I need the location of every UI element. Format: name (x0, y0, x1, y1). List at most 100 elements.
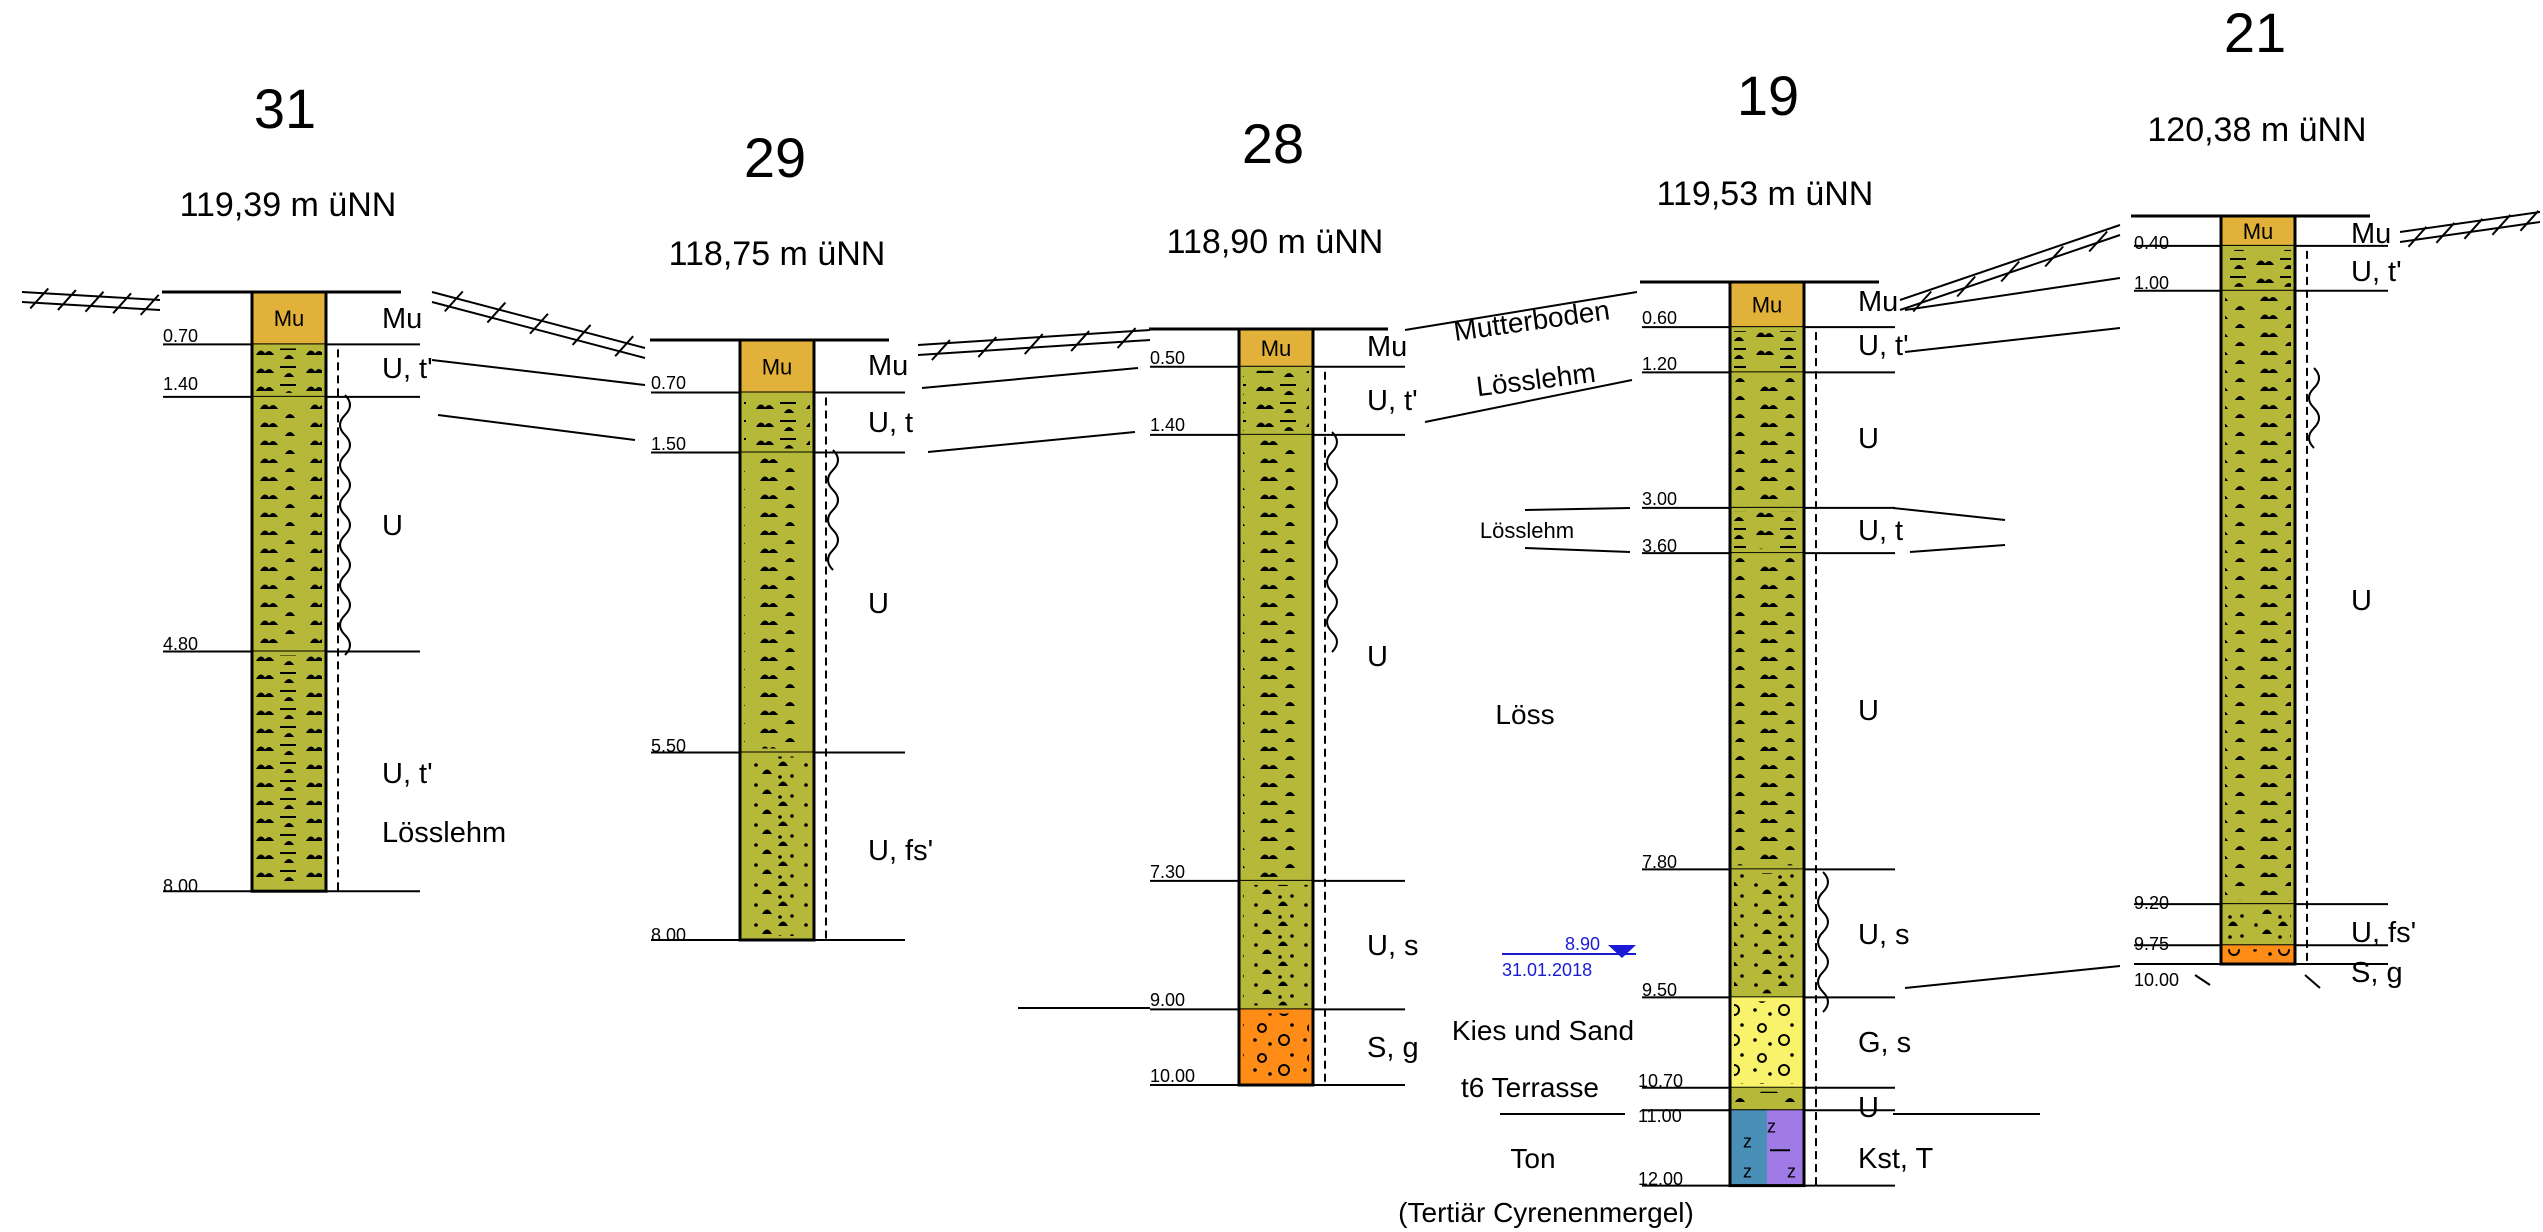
ground-hatch-2-lower (431, 301, 646, 359)
borehole-19-layer-3-pattern (1734, 376, 1800, 504)
borehole-31-depth-3: 4.80 (163, 634, 198, 654)
borehole-21-layer-4-pattern (2225, 908, 2291, 942)
borehole-21-soil-3: U (2351, 585, 2372, 617)
borehole-31-soil-4: U, t' (382, 758, 433, 790)
borehole-19-depth-3: 3.00 (1642, 489, 1677, 509)
borehole-19-depth-8: 11.00 (1638, 1106, 1682, 1126)
borehole-21-wavy-mark (2308, 367, 2320, 449)
corr-29-28-lower (927, 431, 1136, 453)
borehole-28-layer-3-pattern (1243, 438, 1309, 877)
borehole-31-soil-3: U (382, 510, 403, 542)
ground-hatch-5-tick (2491, 214, 2512, 236)
borehole-29-depth-1: 0.70 (651, 373, 686, 393)
borehole-19-layer-5-pattern (1734, 557, 1800, 866)
ground-hatch-5-tick (2463, 218, 2484, 240)
borehole-19-depth-6: 9.50 (1642, 980, 1677, 1000)
ground-hatch-4 (1899, 224, 2121, 301)
borehole-28-soil-4: U, s (1367, 930, 1419, 962)
ground-hatch-2-tick (529, 313, 549, 335)
borehole-19-depth-9: 12.00 (1638, 1169, 1683, 1189)
borehole-21-depth-4: 9.75 (2134, 934, 2169, 954)
borehole-19-layer-2-pattern (1734, 331, 1800, 369)
borehole-19-soil-3: U (1858, 423, 1879, 455)
borehole-29-column: Mu (650, 338, 905, 942)
ground-hatch-5-tick (2435, 222, 2456, 244)
borehole-19-soil-9: Kst, T (1858, 1143, 1933, 1175)
water-level-date: 31.01.2018 (1502, 960, 1592, 980)
borehole-29-number: 29 (744, 126, 806, 189)
borehole-21-layer-1-topsoil (2221, 216, 2295, 246)
geo-label-kies-und-sand: Kies und Sand (1452, 1015, 1634, 1046)
borehole-28-layer-2-pattern (1243, 370, 1309, 431)
water-level-icon (1608, 945, 1636, 958)
borehole-19-layer-9-clay-purple (1767, 1110, 1804, 1186)
borehole-28-soil-5: S, g (1367, 1032, 1419, 1064)
borehole-29-layer-4-pattern (744, 756, 810, 936)
geo-label-tertiaer-cyrenenmergel: (Tertiär Cyrenenmergel) (1398, 1197, 1694, 1228)
borehole-28-soil-1: Mu (1367, 331, 1407, 363)
ground-hatch-3-tick (931, 339, 951, 361)
geo-label-t6-terrasse: t6 Terrasse (1461, 1072, 1599, 1103)
ground-hatch-4-tick (2088, 230, 2108, 253)
geo-label-ton: Ton (1510, 1143, 1555, 1174)
borehole-21-elevation: 120,38 m üNN (2147, 111, 2366, 149)
ground-hatch-5 (2399, 211, 2541, 233)
corr-21-left-kink (2194, 974, 2211, 986)
borehole-19-elevation: 119,53 m üNN (1657, 175, 1874, 213)
borehole-19-wavy-mark (1817, 871, 1829, 1013)
ground-hatch-3-tick (1070, 330, 1090, 352)
borehole-19-soil-2: U, t' (1858, 330, 1909, 362)
borehole-31-soil-1: Mu (382, 303, 422, 335)
borehole-21-layer-3-pattern (2225, 294, 2291, 901)
borehole-29-topsoil-symbol: Mu (762, 354, 793, 379)
borehole-28-depth-4: 9.00 (1150, 990, 1185, 1010)
borehole-29-soil-1: Mu (868, 350, 908, 382)
clay-z-symbol: z (1743, 1162, 1752, 1182)
ground-hatch-5-tick (2519, 210, 2540, 232)
borehole-29-soil-3: U (868, 588, 889, 620)
ground-hatch-1-tick (57, 289, 77, 311)
borehole-21-depth-1: 0.40 (2134, 233, 2169, 253)
borehole-21-layer-2-pattern (2225, 249, 2291, 287)
ground-hatch-1-tick (112, 292, 132, 314)
borehole-28-depth-3: 7.30 (1150, 862, 1185, 882)
ground-hatch-4-tick (1956, 275, 1976, 298)
corr-29-28-upper (921, 367, 1139, 389)
clay-z-symbol: z (1767, 1116, 1776, 1136)
corr-19-21-upper (1904, 327, 2121, 353)
borehole-19-soil-8: U (1858, 1092, 1879, 1124)
borehole-21-depth-5: 10.00 (2134, 970, 2179, 990)
borehole-19-number: 19 (1737, 64, 1799, 127)
borehole-21-layer-5-pattern (2225, 949, 2291, 960)
borehole-21-column: Mu (2131, 214, 2388, 966)
borehole-29-soil-2: U, t (868, 407, 913, 439)
borehole-31-soil-2: U, t' (382, 353, 433, 385)
borehole-19-depth-4: 3.60 (1642, 536, 1677, 556)
ground-hatch-2 (431, 291, 646, 349)
borehole-28-layer-5-pattern (1243, 1013, 1309, 1081)
borehole-19-soil-7: G, s (1858, 1027, 1911, 1059)
geo-label-loesslehm-upper: Lösslehm (1474, 357, 1597, 402)
borehole-29-layer-1-topsoil (740, 340, 814, 393)
ground-hatch-4-tick (2000, 260, 2020, 283)
ground-hatch-3-lower (917, 339, 1151, 356)
borehole-19-layer-8-pattern (1734, 1091, 1800, 1107)
borehole-29-depth-2: 1.50 (651, 434, 686, 454)
borehole-19-topsoil-symbol: Mu (1752, 293, 1783, 318)
borehole-19-depth-7: 10.70 (1638, 1071, 1683, 1091)
borehole-19-layer-9-clay-blue (1730, 1110, 1767, 1186)
corr-19-21-sand (1904, 965, 2121, 989)
borehole-21-depth-3: 9.20 (2134, 893, 2169, 913)
borehole-31-depth-2: 1.40 (163, 374, 198, 394)
borehole-19-soil-6: U, s (1858, 919, 1910, 951)
ground-hatch-3 (917, 329, 1151, 346)
ground-hatch-3-tick (1116, 327, 1137, 349)
geo-label-mutterboden: Mutterboden (1452, 294, 1612, 347)
ground-hatch-2-tick (444, 290, 464, 313)
borehole-31-column: Mu (162, 290, 420, 893)
borehole-21-soil-2: U, t' (2351, 256, 2402, 288)
corr-31-29-lower (437, 414, 636, 441)
